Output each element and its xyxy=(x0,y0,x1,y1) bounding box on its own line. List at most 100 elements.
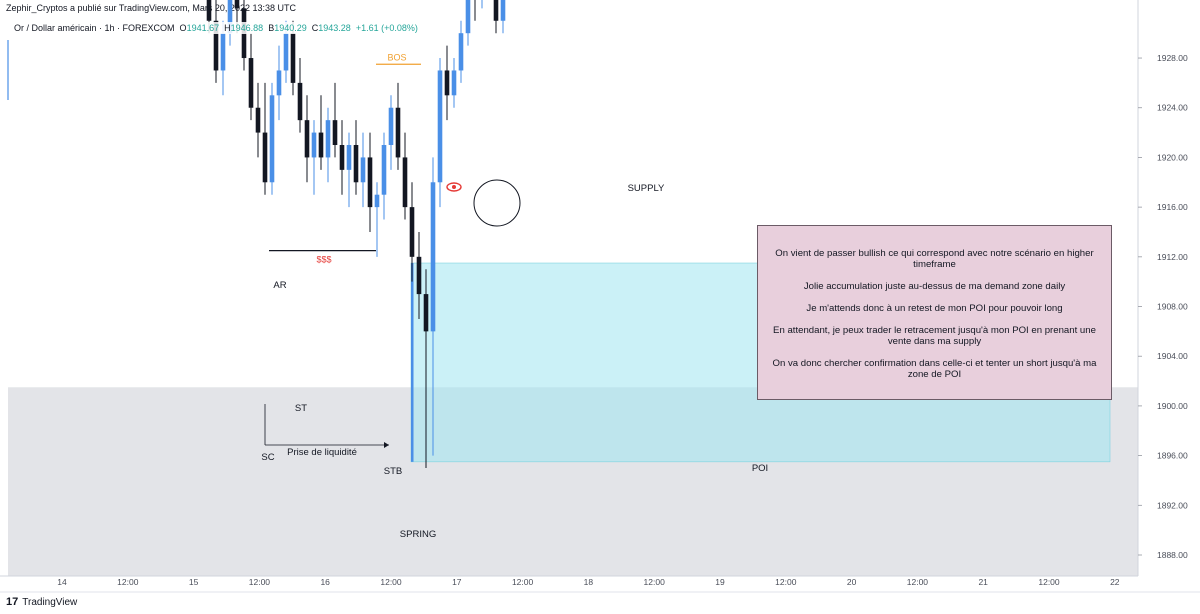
candle-body xyxy=(353,145,359,183)
candle-body xyxy=(206,0,212,21)
time-tick-label: 12:00 xyxy=(512,577,534,587)
candle-body xyxy=(304,120,310,158)
price-tick-label: 1924.00 xyxy=(1157,103,1188,113)
candle xyxy=(248,33,254,121)
candle xyxy=(241,0,247,71)
price-tick-label: 1912.00 xyxy=(1157,252,1188,262)
price-tick-label: 1888.00 xyxy=(1157,550,1188,560)
candle-body xyxy=(220,33,226,71)
open-value: 1941.67 xyxy=(186,23,220,33)
open-label: O xyxy=(179,23,187,33)
candle-body xyxy=(388,107,394,146)
change-value: +1.61 (+0.08%) xyxy=(355,23,418,33)
candle-body xyxy=(262,132,268,183)
analysis-note: On vient de passer bullish ce qui corres… xyxy=(757,225,1112,400)
highlight-circle xyxy=(473,179,521,227)
candle-body xyxy=(339,145,345,170)
time-tick-label: 21 xyxy=(978,577,988,587)
poi-label: POI xyxy=(752,463,768,474)
candle-body xyxy=(367,157,373,208)
candle xyxy=(451,58,457,108)
liquidity-arrow-head xyxy=(384,442,389,448)
price-tick-label: 1904.00 xyxy=(1157,351,1188,361)
stb-label: STB xyxy=(384,466,402,477)
low-value: 1940.29 xyxy=(274,23,307,33)
candle xyxy=(493,0,499,34)
symbol-name: Or / Dollar américain · 1h · FOREXCOM xyxy=(14,23,175,33)
price-tick-label: 1892.00 xyxy=(1157,500,1188,510)
time-tick-label: 12:00 xyxy=(1038,577,1060,587)
price-tick-label: 1900.00 xyxy=(1157,401,1188,411)
sc-label: SC xyxy=(261,452,274,463)
candle xyxy=(367,132,373,232)
time-tick-label: 18 xyxy=(584,577,594,587)
st-label: ST xyxy=(295,403,307,414)
time-tick-label: 12:00 xyxy=(117,577,139,587)
candle xyxy=(465,0,471,46)
candle xyxy=(311,120,317,195)
time-tick-label: 16 xyxy=(320,577,330,587)
candle xyxy=(416,231,422,319)
spring-marker-line xyxy=(411,263,414,462)
low-label: B xyxy=(268,23,275,33)
candle xyxy=(444,45,450,121)
price-tick-label: 1920.00 xyxy=(1157,152,1188,162)
annotation-layer: SUPPLY POI AR ST SC STB SPRING BOS $$$ Prise de l… xyxy=(261,52,768,540)
ar-label: AR xyxy=(273,280,286,291)
candle-body xyxy=(332,120,338,146)
note-line-3: Je m'attends donc à un retest de mon POI… xyxy=(806,303,1063,314)
time-tick-label: 12:00 xyxy=(380,577,402,587)
eye-icon-pupil xyxy=(452,185,456,189)
candle xyxy=(353,120,359,195)
candle xyxy=(409,182,415,282)
candle-body xyxy=(381,145,387,195)
time-tick-label: 12:00 xyxy=(249,577,271,587)
note-line-1: On vient de passer bullish ce qui corres… xyxy=(775,248,1094,270)
eye-icon xyxy=(446,182,462,192)
candle xyxy=(255,82,261,158)
candle xyxy=(360,132,366,208)
close-label: C xyxy=(311,23,319,33)
candle-body xyxy=(283,33,289,71)
candle-body xyxy=(297,82,303,121)
candle-body xyxy=(269,95,275,183)
candle-body xyxy=(395,107,401,158)
candle-body xyxy=(451,70,457,96)
candle xyxy=(332,82,338,158)
time-tick-label: 20 xyxy=(847,577,857,587)
tradingview-logo-icon: 17 xyxy=(6,596,19,608)
note-line-4: En attendant, je peux trader le retracem… xyxy=(773,325,1096,347)
candle xyxy=(234,0,240,34)
candle xyxy=(318,95,324,170)
high-value: 1946.88 xyxy=(230,23,264,33)
candle xyxy=(395,82,401,170)
candle xyxy=(402,132,408,220)
price-tick-label: 1908.00 xyxy=(1157,302,1188,312)
liquidity-sign: $$$ xyxy=(316,255,331,265)
candle-body xyxy=(255,107,261,133)
bos-label: BOS xyxy=(387,52,406,62)
candle xyxy=(297,58,303,133)
candle-body xyxy=(458,33,464,71)
candle xyxy=(346,132,352,208)
candle-body xyxy=(360,157,366,183)
time-tick-label: 17 xyxy=(452,577,462,587)
candle xyxy=(437,58,443,208)
candle-body xyxy=(500,0,506,21)
price-tick-label: 1896.00 xyxy=(1157,451,1188,461)
candle-body xyxy=(374,194,380,208)
candle xyxy=(206,0,212,34)
tradingview-logo[interactable]: 17 TradingView xyxy=(6,596,77,608)
candle-body xyxy=(276,70,282,96)
candle-body xyxy=(290,33,296,83)
candle xyxy=(213,0,219,83)
symbol-legend: Or / Dollar américain · 1h · FOREXCOM O1… xyxy=(12,22,420,34)
candle-body xyxy=(493,0,499,21)
candle xyxy=(276,45,282,121)
candle xyxy=(381,132,387,220)
candle xyxy=(325,107,331,183)
candle-body xyxy=(311,132,317,158)
spring-label: SPRING xyxy=(400,529,436,540)
liquidity-grab-label: Prise de liquidité xyxy=(287,447,357,458)
candle xyxy=(430,157,436,456)
